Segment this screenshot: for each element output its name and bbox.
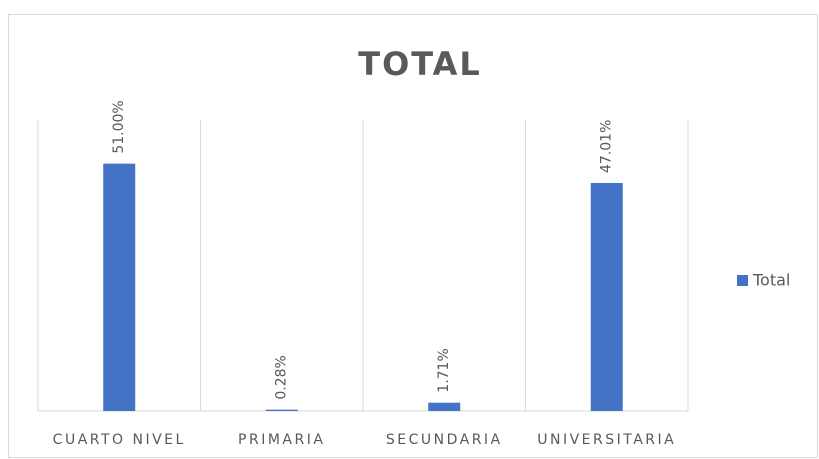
data-label: 0.28% [274,355,290,399]
bar [265,409,298,411]
chart-title: TOTAL [358,45,482,83]
x-tick-label: PRIMARIA [238,432,325,448]
legend-label: Total [752,271,790,290]
chart-frame [8,14,818,458]
data-label: 51.00% [111,100,127,153]
x-tick-label: SECUNDARIA [386,432,503,448]
bar [428,402,461,411]
data-label: 47.01% [599,120,615,173]
data-label: 1.71% [436,348,452,392]
x-tick-label: UNIVERSITARIA [537,432,676,448]
bar [103,163,136,411]
legend-swatch [737,275,748,286]
bar [590,183,623,411]
x-tick-label: CUARTO NIVEL [53,432,186,448]
